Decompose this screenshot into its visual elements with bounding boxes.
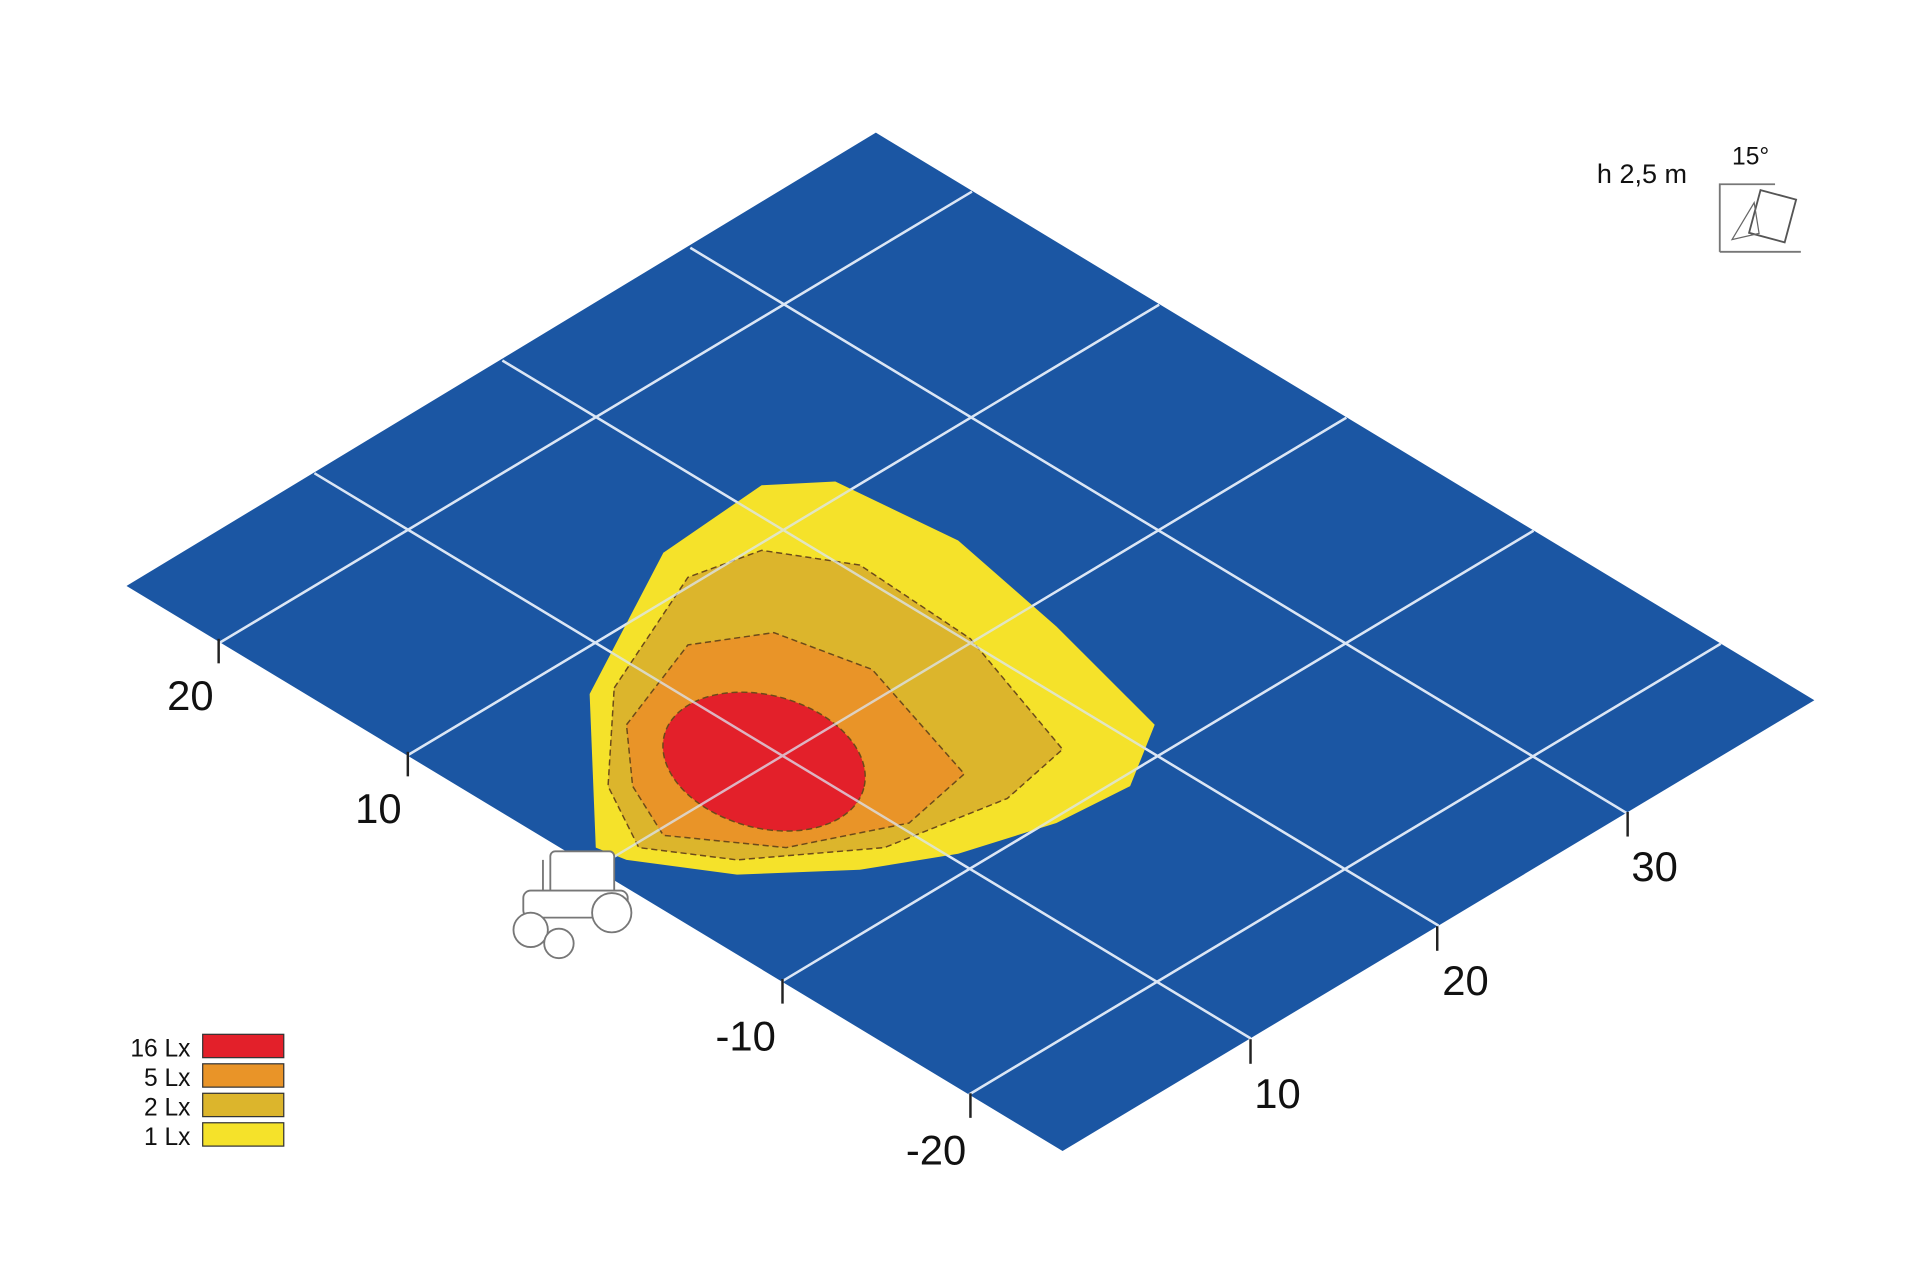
axis-label: 10 — [355, 785, 401, 832]
grid-line — [968, 642, 1722, 1096]
axis-label: -20 — [906, 1127, 966, 1174]
mounting-angle: 15° — [1732, 144, 1769, 171]
axis-label: 20 — [1442, 957, 1488, 1004]
grid-line — [781, 529, 1535, 983]
legend-label: 1 Lx — [144, 1124, 191, 1151]
legend-swatch — [202, 1033, 285, 1059]
tractor-icon — [512, 850, 633, 960]
mounting-height: h 2,5 m — [1597, 159, 1687, 189]
axis-label: -10 — [715, 1012, 775, 1059]
legend-label: 2 Lx — [144, 1094, 191, 1121]
legend: 16 Lx 5 Lx 2 Lx 1 Lx — [130, 1033, 285, 1151]
legend-label: 16 Lx — [130, 1035, 191, 1062]
legend-label: 5 Lx — [144, 1065, 191, 1092]
legend-swatch — [202, 1092, 285, 1118]
grid-line — [219, 190, 973, 644]
grid-line — [593, 416, 1347, 870]
legend-swatch — [202, 1063, 285, 1088]
axis-label: 10 — [1254, 1070, 1300, 1117]
grid-overlay — [219, 190, 1722, 1096]
axis-label: 30 — [1631, 843, 1677, 890]
axis-label: 20 — [167, 672, 213, 719]
grid-line — [406, 303, 1160, 757]
mounting-icon: h 2,5 m 15° — [1597, 144, 1801, 253]
legend-swatch — [202, 1122, 285, 1147]
